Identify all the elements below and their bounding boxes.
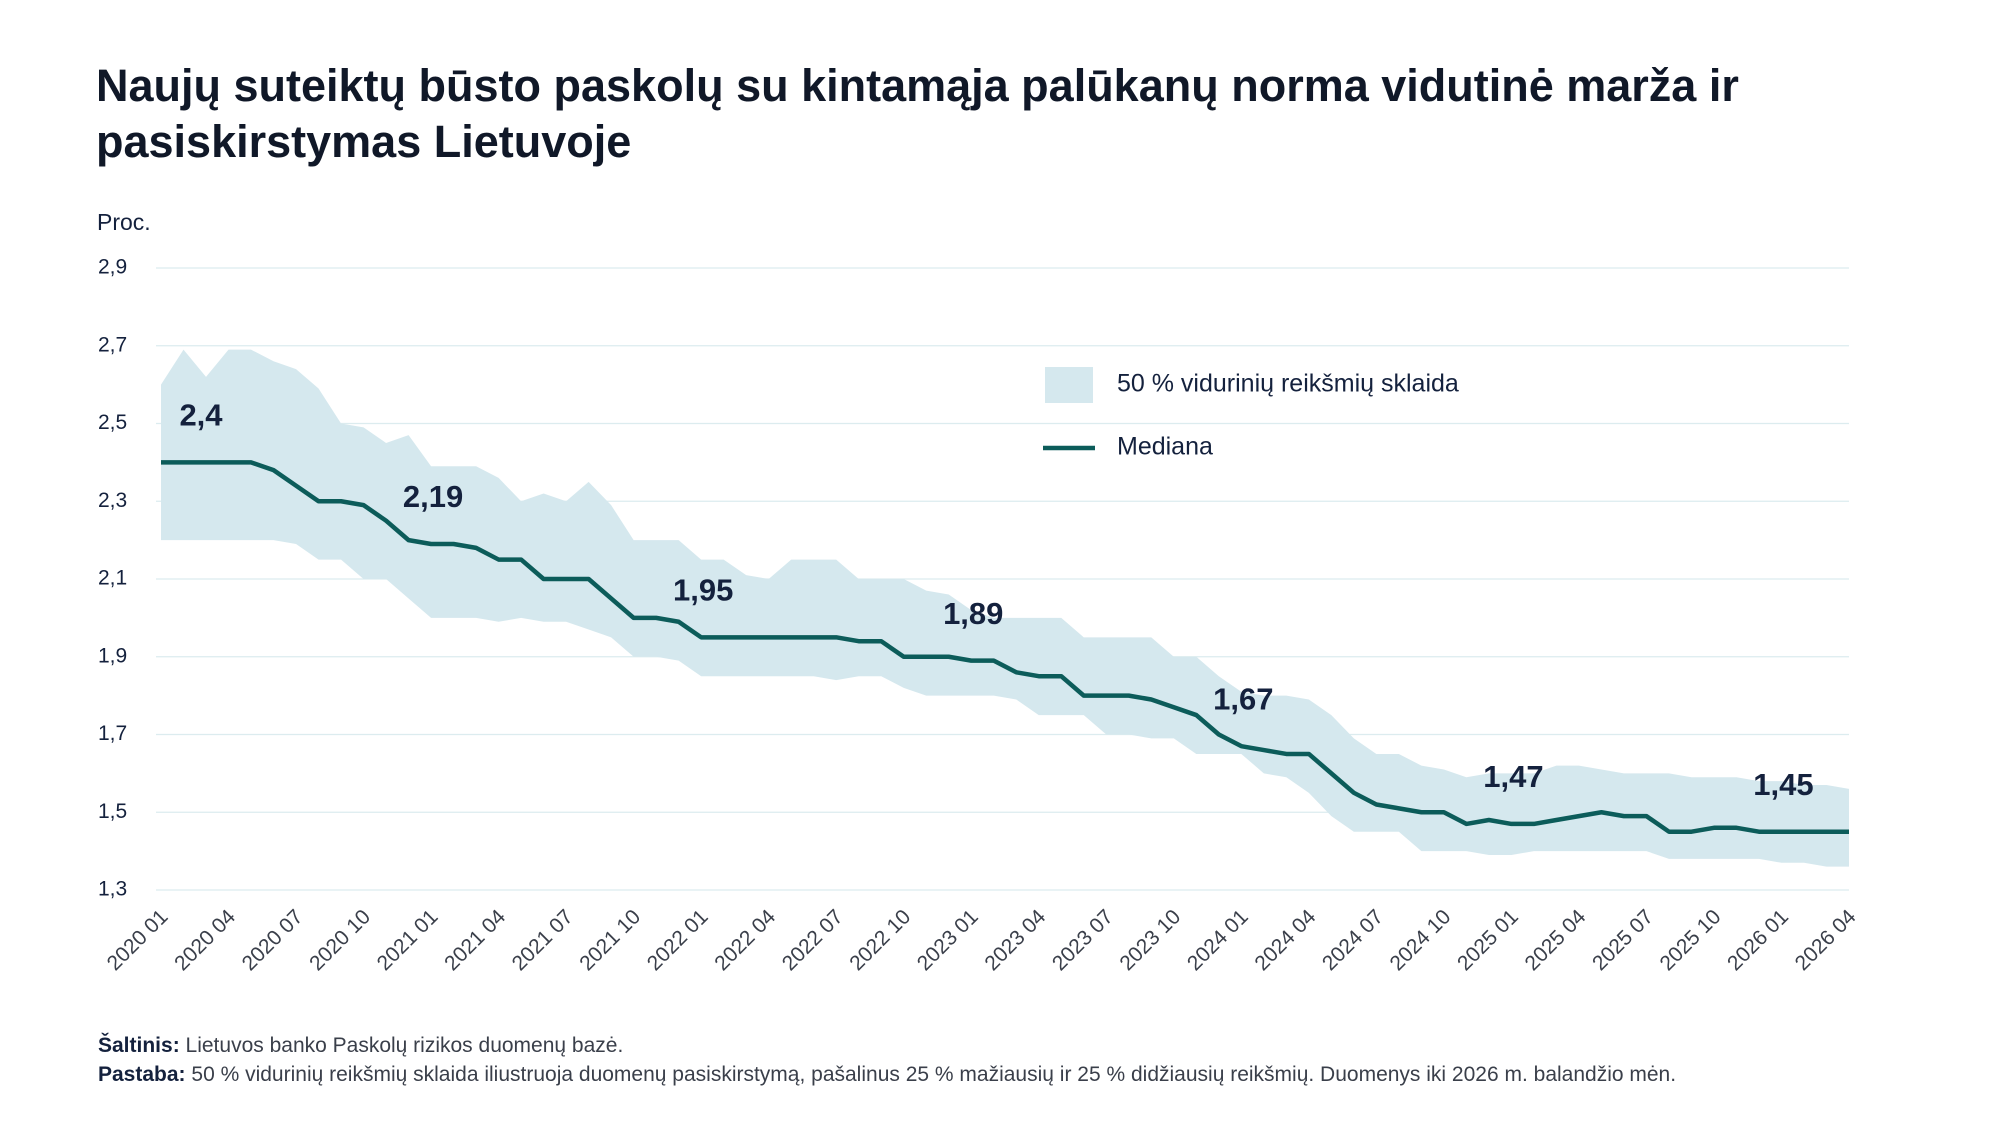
- y-tick-label: 1,3: [98, 878, 127, 901]
- data-label: 1,89: [943, 596, 1003, 631]
- y-axis-label: Proc.: [97, 209, 151, 235]
- x-tick-label: 2023 04: [980, 905, 1050, 975]
- legend-label: 50 % vidurinių reikšmių sklaida: [1117, 370, 1459, 398]
- x-tick-label: 2023 01: [913, 905, 983, 975]
- x-tick-label: 2023 07: [1048, 905, 1118, 975]
- x-tick-label: 2026 04: [1791, 905, 1861, 975]
- x-tick-label: 2024 10: [1385, 905, 1455, 975]
- chart-title: Naujų suteiktų būsto paskolų su kintamąj…: [96, 60, 1739, 167]
- source-text: Lietuvos banko Paskolų rizikos duomenų b…: [185, 1034, 624, 1057]
- source: Šaltinis: Lietuvos banko Paskolų rizikos…: [98, 1034, 623, 1058]
- data-label: 2,19: [403, 479, 463, 514]
- x-tick-label: 2024 04: [1250, 905, 1320, 975]
- x-tick-label: 2022 04: [710, 905, 780, 975]
- x-tick-label: 2021 04: [440, 905, 510, 975]
- y-tick-label: 2,9: [98, 256, 127, 279]
- y-tick-label: 1,5: [98, 800, 127, 823]
- x-tick-label: 2022 07: [778, 905, 848, 975]
- note-label: Pastaba:: [98, 1063, 186, 1086]
- note-text: 50 % vidurinių reikšmių sklaida iliustru…: [191, 1063, 1677, 1086]
- x-tick-label: 2020 01: [103, 905, 173, 975]
- x-tick-label: 2021 10: [575, 905, 645, 975]
- x-tick-label: 2023 10: [1115, 905, 1185, 975]
- x-tick-label: 2020 07: [238, 905, 308, 975]
- x-tick-label: 2025 07: [1588, 905, 1658, 975]
- x-tick-label: 2021 01: [373, 905, 443, 975]
- x-tick-label: 2022 10: [845, 905, 915, 975]
- data-label: 1,45: [1753, 767, 1813, 802]
- y-tick-label: 2,7: [98, 333, 127, 356]
- y-tick-label: 1,9: [98, 644, 127, 667]
- legend-label: Mediana: [1117, 433, 1213, 461]
- x-tick-label: 2025 04: [1521, 905, 1591, 975]
- y-tick-label: 2,1: [98, 567, 127, 590]
- y-tick-label: 2,5: [98, 411, 127, 434]
- x-tick-label: 2020 04: [170, 905, 240, 975]
- chart: Proc. 1,3 1,5 1,7 1,9 2,1 2,3 2,5 2,7 2,9 2020 01…: [97, 209, 1861, 975]
- x-tick-label: 2025 10: [1656, 905, 1726, 975]
- data-label: 2,4: [179, 398, 223, 433]
- data-label: 1,67: [1213, 681, 1273, 716]
- y-tick-label: 2,3: [98, 489, 127, 512]
- x-tick-label: 2020 10: [305, 905, 375, 975]
- x-tick-label: 2022 01: [643, 905, 713, 975]
- x-tick-label: 2026 01: [1723, 905, 1793, 975]
- x-tick-label: 2021 07: [508, 905, 578, 975]
- x-tick-label: 2024 01: [1183, 905, 1253, 975]
- median-line: [161, 460, 1849, 834]
- data-label: 1,95: [673, 573, 733, 608]
- note: Pastaba: 50 % vidurinių reikšmių sklaida…: [98, 1063, 1676, 1087]
- source-label: Šaltinis:: [98, 1034, 180, 1057]
- x-tick-label: 2024 07: [1318, 905, 1388, 975]
- x-tick-label: 2025 01: [1453, 905, 1523, 975]
- legend-swatch: [1045, 367, 1093, 403]
- band-area: [161, 349, 1849, 867]
- data-label: 1,47: [1483, 759, 1543, 794]
- y-tick-label: 1,7: [98, 722, 127, 745]
